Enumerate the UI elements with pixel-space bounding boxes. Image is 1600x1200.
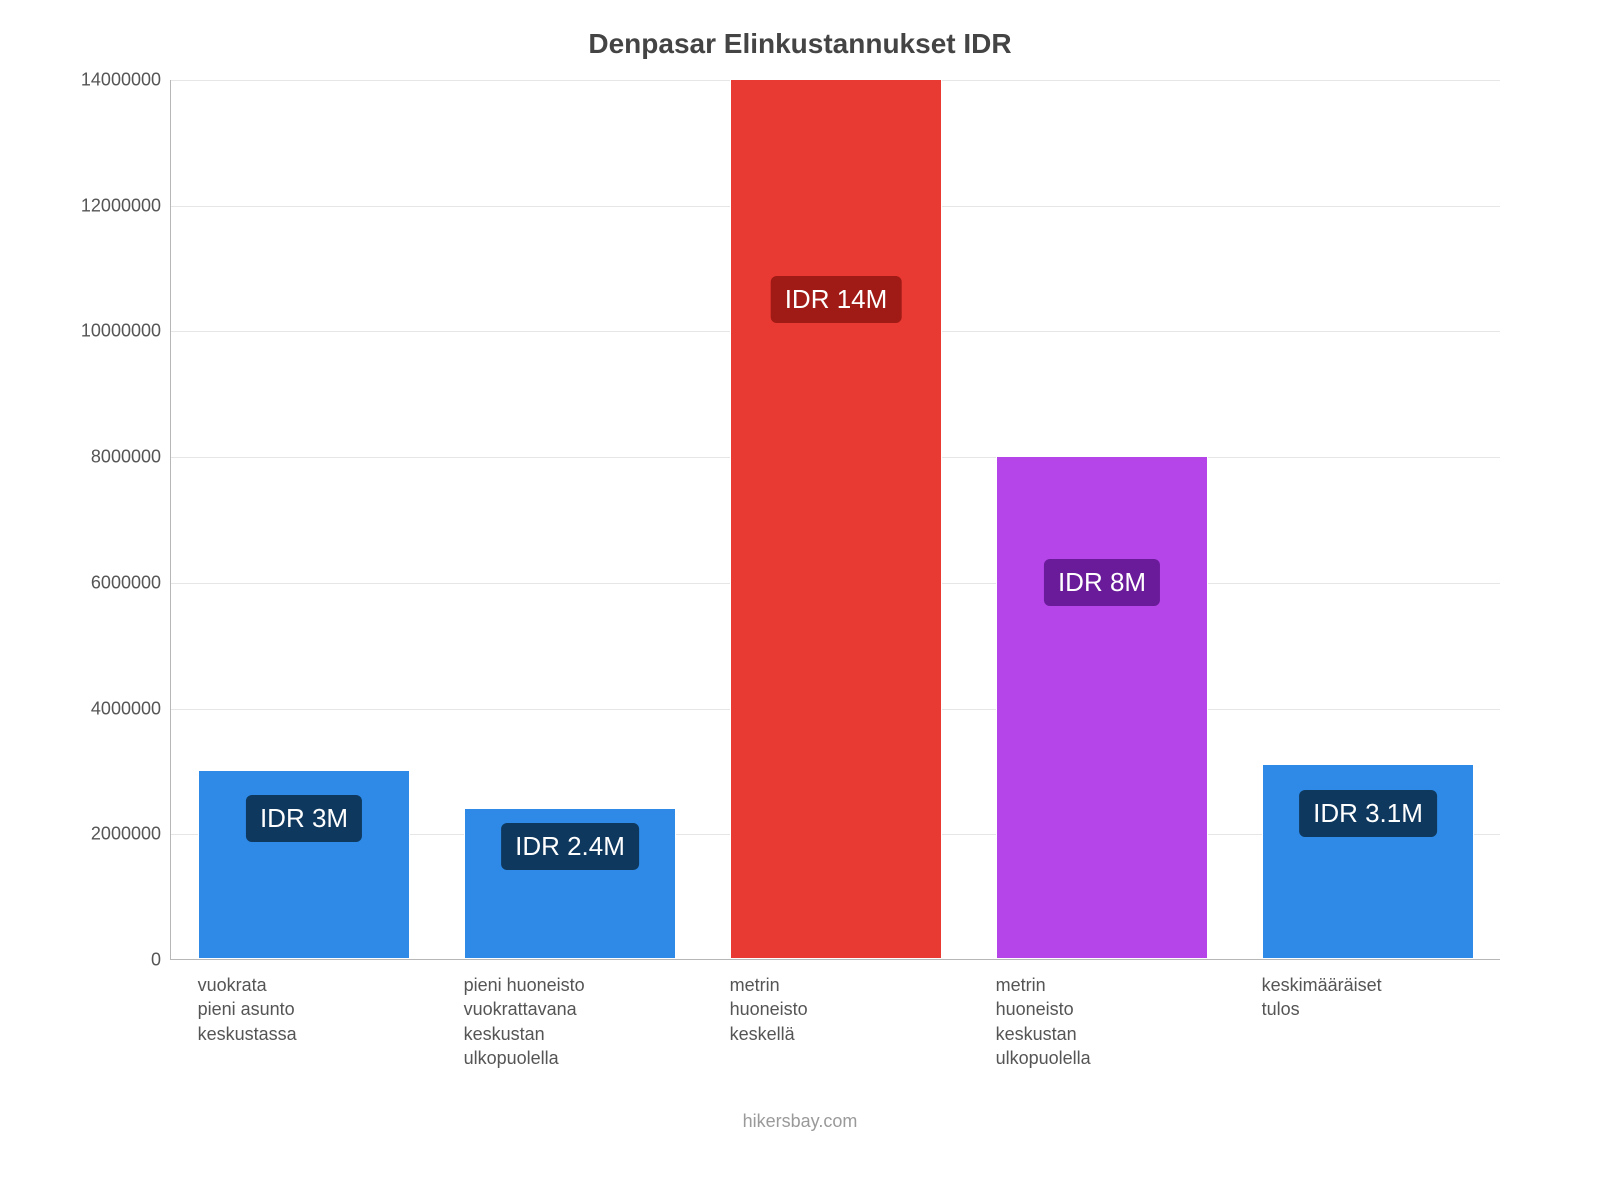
bar	[996, 456, 1209, 959]
chart-title: Denpasar Elinkustannukset IDR	[60, 20, 1540, 60]
value-badge: IDR 3.1M	[1299, 790, 1437, 837]
value-badge: IDR 3M	[246, 795, 362, 842]
bar-slot: IDR 14Mmetrinhuoneistokeskellä	[703, 80, 969, 959]
y-tick-label: 0	[151, 950, 171, 971]
chart-container: Denpasar Elinkustannukset IDR IDR 3Mvuok…	[60, 20, 1540, 1140]
attribution-text: hikersbay.com	[60, 1111, 1540, 1132]
y-tick-label: 14000000	[81, 70, 171, 91]
bar-slot: IDR 8Mmetrinhuoneistokeskustanulkopuolel…	[969, 80, 1235, 959]
plot-area: IDR 3Mvuokratapieni asuntokeskustassaIDR…	[170, 80, 1500, 960]
bars-layer: IDR 3Mvuokratapieni asuntokeskustassaIDR…	[171, 80, 1500, 959]
x-category-label: vuokratapieni asuntokeskustassa	[198, 959, 411, 1046]
x-category-label: keskimääräisettulos	[1262, 959, 1475, 1022]
value-badge: IDR 14M	[771, 276, 902, 323]
value-badge: IDR 8M	[1044, 559, 1160, 606]
y-tick-label: 8000000	[91, 447, 171, 468]
y-tick-label: 10000000	[81, 321, 171, 342]
bar	[730, 79, 943, 959]
bar-slot: IDR 3.1Mkeskimääräisettulos	[1235, 80, 1501, 959]
bar-slot: IDR 3Mvuokratapieni asuntokeskustassa	[171, 80, 437, 959]
x-category-label: metrinhuoneistokeskellä	[730, 959, 943, 1046]
y-tick-label: 2000000	[91, 824, 171, 845]
x-category-label: metrinhuoneistokeskustanulkopuolella	[996, 959, 1209, 1070]
value-badge: IDR 2.4M	[501, 823, 639, 870]
bar-slot: IDR 2.4Mpieni huoneistovuokrattavanakesk…	[437, 80, 703, 959]
x-category-label: pieni huoneistovuokrattavanakeskustanulk…	[464, 959, 677, 1070]
y-tick-label: 4000000	[91, 698, 171, 719]
y-tick-label: 12000000	[81, 195, 171, 216]
y-tick-label: 6000000	[91, 572, 171, 593]
